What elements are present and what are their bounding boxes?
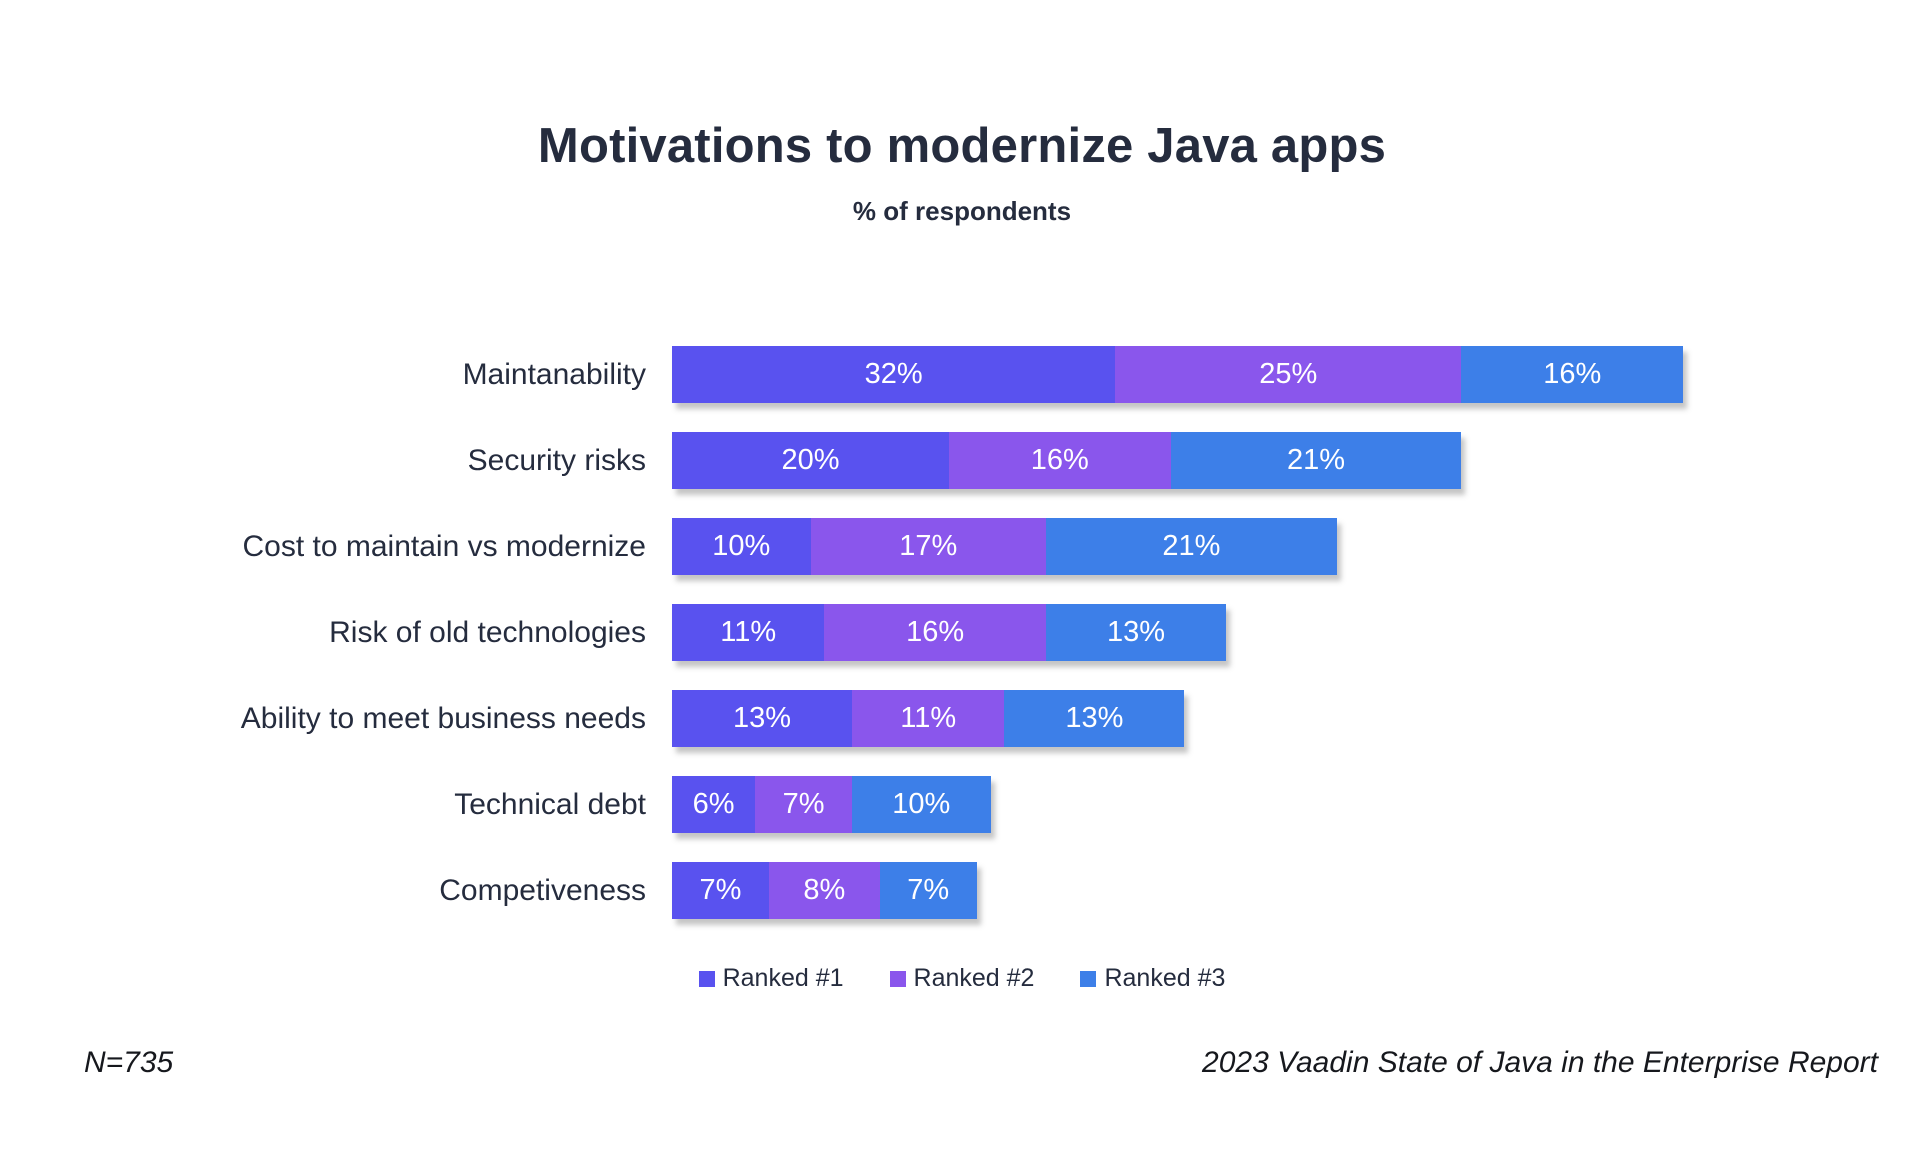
bar-segment-ranked-1: 11% — [672, 604, 825, 661]
chart-row: Maintanability 32% 25% 16% — [0, 346, 1924, 403]
bar-segment-ranked-1: 6% — [672, 776, 756, 833]
bar-segment-ranked-2: 11% — [852, 690, 1005, 747]
bar-segment-ranked-2: 16% — [949, 432, 1171, 489]
bar-stack: 11% 16% 13% — [672, 604, 1226, 661]
bar-segment-ranked-1: 20% — [672, 432, 949, 489]
bar-segment-ranked-3: 10% — [852, 776, 991, 833]
category-label: Risk of old technologies — [329, 615, 646, 649]
legend-label: Ranked #3 — [1104, 964, 1226, 992]
bar-segment-ranked-2: 7% — [755, 776, 853, 833]
chart-row: Security risks 20% 16% 21% — [0, 432, 1924, 489]
category-label: Maintanability — [462, 357, 646, 391]
page-title: Motivations to modernize Java apps — [537, 119, 1387, 173]
bar-segment-ranked-3: 16% — [1461, 346, 1684, 403]
category-label: Technical debt — [454, 787, 646, 821]
category-label: Competiveness — [439, 873, 646, 907]
bar-stack: 32% 25% 16% — [672, 346, 1684, 403]
legend-label: Ranked #1 — [722, 964, 844, 992]
legend-swatch-icon — [1080, 970, 1097, 987]
bar-stack: 10% 17% 21% — [672, 518, 1337, 575]
legend-item-ranked-2: Ranked #2 — [889, 964, 1035, 993]
bar-segment-ranked-3: 7% — [879, 862, 977, 919]
bar-segment-ranked-2: 8% — [768, 862, 880, 919]
bar-stack: 13% 11% 13% — [672, 690, 1185, 747]
chart-row: Cost to maintain vs modernize 10% 17% 21% — [0, 518, 1924, 575]
legend-swatch-icon — [698, 970, 715, 987]
sample-size-note: N=735 — [84, 1046, 174, 1079]
legend-label: Ranked #2 — [913, 964, 1035, 992]
legend-item-ranked-1: Ranked #1 — [698, 964, 844, 993]
bar-segment-ranked-3: 13% — [1045, 604, 1226, 661]
bar-stack: 7% 8% 7% — [672, 862, 977, 919]
bar-stack: 20% 16% 21% — [672, 432, 1462, 489]
chart-subtitle: % of respondents — [852, 196, 1072, 226]
bar-segment-ranked-1: 10% — [672, 518, 811, 575]
chart-row: Ability to meet business needs 13% 11% 13% — [0, 690, 1924, 747]
legend-item-ranked-3: Ranked #3 — [1080, 964, 1225, 993]
chart-row: Technical debt 6% 7% 10% — [0, 776, 1924, 833]
category-label: Cost to maintain vs modernize — [242, 529, 646, 563]
category-label: Ability to meet business needs — [240, 701, 646, 735]
legend-swatch-icon — [889, 970, 906, 987]
bar-stack: 6% 7% 10% — [672, 776, 991, 833]
chart-row: Competiveness 7% 8% 7% — [0, 862, 1924, 919]
source-attribution: 2023 Vaadin State of Java in the Enterpr… — [1202, 1046, 1878, 1079]
category-label: Security risks — [467, 443, 646, 477]
bar-segment-ranked-2: 25% — [1115, 346, 1462, 403]
bar-segment-ranked-2: 17% — [810, 518, 1046, 575]
bar-segment-ranked-1: 32% — [672, 346, 1116, 403]
bar-segment-ranked-3: 13% — [1004, 690, 1185, 747]
bar-segment-ranked-3: 21% — [1045, 518, 1337, 575]
bar-segment-ranked-1: 13% — [672, 690, 853, 747]
bar-segment-ranked-3: 21% — [1170, 432, 1462, 489]
chart-legend: Ranked #1 Ranked #2 Ranked #3 — [0, 964, 1924, 993]
bar-segment-ranked-1: 7% — [672, 862, 769, 919]
bar-segment-ranked-2: 16% — [824, 604, 1046, 661]
chart-row: Risk of old technologies 11% 16% 13% — [0, 604, 1924, 661]
stacked-bar-chart: Maintanability 32% 25% 16% Security risks 20%… — [0, 346, 1924, 948]
